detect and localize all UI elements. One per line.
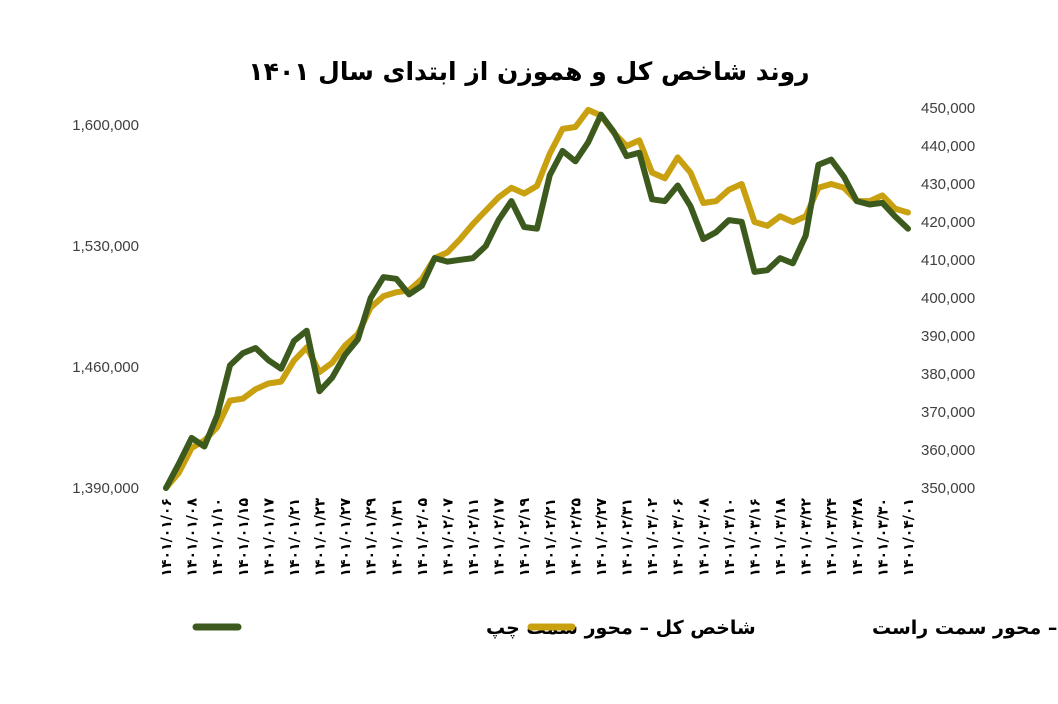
y-left-tick-label: 1,460,000 — [72, 359, 139, 376]
legend-label-total: شاخص کل – محور سمت چپ — [486, 617, 756, 639]
y-right-tick-label: 390,000 — [921, 328, 975, 345]
legend-label-equal: شاخص هموزن – محور سمت راست — [872, 617, 1058, 639]
x-tick-label: ۱۴۰۱/۰۱/۰۶ — [159, 498, 175, 577]
x-tick-label: ۱۴۰۱/۰۴/۰۱ — [901, 498, 917, 577]
x-tick-label: ۱۴۰۱/۰۱/۲۷ — [338, 498, 354, 577]
y-right-tick-label: 420,000 — [921, 214, 975, 231]
x-tick-label: ۱۴۰۱/۰۲/۰۵ — [415, 498, 431, 577]
x-tick-label: ۱۴۰۱/۰۳/۱۰ — [722, 498, 738, 577]
y-right-tick-label: 400,000 — [921, 290, 975, 307]
x-tick-label: ۱۴۰۱/۰۳/۱۸ — [773, 498, 789, 577]
x-tick-label: ۱۴۰۱/۰۱/۰۸ — [185, 498, 201, 577]
y-left-tick-label: 1,600,000 — [72, 117, 139, 134]
x-tick-label: ۱۴۰۱/۰۱/۲۹ — [364, 498, 380, 577]
legend-item-total: شاخص کل – محور سمت چپ — [192, 617, 756, 639]
x-tick-label: ۱۴۰۱/۰۲/۱۷ — [492, 498, 508, 577]
x-tick-label: ۱۴۰۱/۰۳/۲۸ — [850, 498, 866, 577]
x-tick-label: ۱۴۰۱/۰۲/۰۷ — [440, 498, 456, 577]
y-right-tick-label: 360,000 — [921, 442, 975, 459]
x-tick-label: ۱۴۰۱/۰۲/۱۹ — [517, 498, 533, 577]
x-tick-label: ۱۴۰۱/۰۲/۱۱ — [466, 498, 482, 577]
y-right-tick-label: 430,000 — [921, 176, 975, 193]
y-right-tick-label: 380,000 — [921, 366, 975, 383]
x-tick-label: ۱۴۰۱/۰۱/۱۵ — [236, 498, 252, 577]
x-tick-label: ۱۴۰۱/۰۳/۲۲ — [799, 498, 815, 577]
series-line-equal — [163, 106, 911, 491]
x-tick-label: ۱۴۰۱/۰۳/۲۴ — [824, 498, 840, 577]
x-tick-label: ۱۴۰۱/۰۲/۳۱ — [620, 498, 636, 577]
x-tick-label: ۱۴۰۱/۰۱/۳۱ — [389, 498, 405, 577]
legend: شاخص کل – محور سمت چپ شاخص هموزن – محور … — [192, 617, 1058, 639]
x-tick-label: ۱۴۰۱/۰۳/۰۲ — [645, 498, 661, 577]
y-axis-right: 350,000 360,000 370,000 380,000 390,000 400,0… — [921, 100, 975, 497]
y-right-tick-label: 450,000 — [921, 100, 975, 117]
chart-title: روند شاخص کل و هموزن از ابتدای سال ۱۴۰۱ — [248, 57, 809, 87]
x-tick-label: ۱۴۰۱/۰۳/۰۸ — [696, 498, 712, 577]
y-right-tick-label: 350,000 — [921, 480, 975, 497]
y-axis-left: 1,390,000 1,460,000 1,530,000 1,600,000 — [72, 117, 139, 497]
series-layer — [163, 106, 911, 491]
x-tick-label: ۱۴۰۱/۰۱/۲۳ — [313, 498, 329, 577]
x-tick-label: ۱۴۰۱/۰۳/۱۶ — [747, 498, 763, 577]
series-line-total — [163, 111, 911, 491]
x-tick-label: ۱۴۰۱/۰۲/۲۵ — [568, 498, 584, 577]
x-tick-label: ۱۴۰۱/۰۱/۱۰ — [210, 498, 226, 577]
x-tick-label: ۱۴۰۱/۰۱/۱۷ — [261, 498, 277, 577]
y-right-tick-label: 410,000 — [921, 252, 975, 269]
x-tick-label: ۱۴۰۱/۰۱/۲۱ — [287, 498, 303, 577]
y-right-tick-label: 440,000 — [921, 138, 975, 155]
x-tick-label: ۱۴۰۱/۰۳/۳۰ — [875, 498, 891, 577]
y-left-tick-label: 1,530,000 — [72, 238, 139, 255]
x-axis: ۱۴۰۱/۰۱/۰۶ ۱۴۰۱/۰۱/۰۸ ۱۴۰۱/۰۱/۱۰ ۱۴۰۱/۰۱/۱۵… — [159, 498, 917, 577]
y-left-tick-label: 1,390,000 — [72, 480, 139, 497]
y-right-tick-label: 370,000 — [921, 404, 975, 421]
legend-item-equal: شاخص هموزن – محور سمت راست — [527, 617, 1058, 639]
x-tick-label: ۱۴۰۱/۰۳/۰۶ — [671, 498, 687, 577]
x-tick-label: ۱۴۰۱/۰۲/۲۷ — [594, 498, 610, 577]
x-tick-label: ۱۴۰۱/۰۲/۲۱ — [543, 498, 559, 577]
